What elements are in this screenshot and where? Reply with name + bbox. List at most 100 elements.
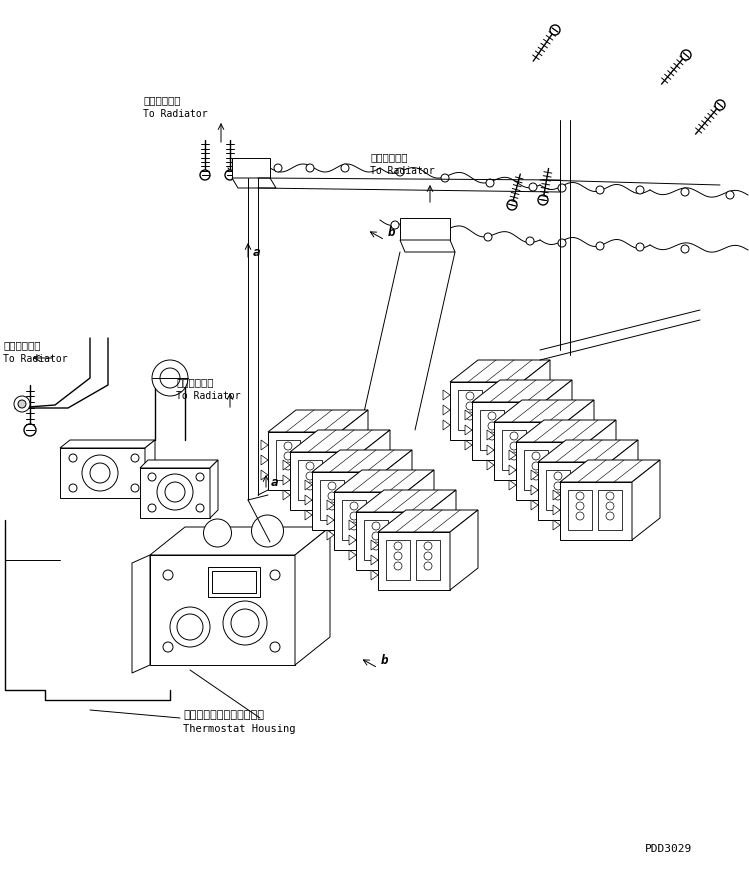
Circle shape bbox=[576, 492, 584, 500]
Polygon shape bbox=[509, 450, 516, 460]
Polygon shape bbox=[472, 380, 572, 402]
Polygon shape bbox=[553, 505, 560, 515]
Circle shape bbox=[486, 179, 494, 187]
Polygon shape bbox=[132, 555, 150, 673]
Bar bbox=[576, 470, 600, 510]
Bar bbox=[306, 440, 330, 480]
Circle shape bbox=[562, 452, 570, 460]
Text: To Radiator: To Radiator bbox=[3, 354, 67, 364]
Circle shape bbox=[306, 472, 314, 480]
Circle shape bbox=[252, 515, 284, 547]
Circle shape bbox=[314, 442, 322, 450]
Circle shape bbox=[358, 482, 366, 490]
Polygon shape bbox=[472, 402, 544, 460]
Circle shape bbox=[510, 432, 518, 440]
Polygon shape bbox=[378, 510, 478, 532]
Bar bbox=[386, 540, 410, 580]
Polygon shape bbox=[428, 490, 456, 570]
Text: a: a bbox=[253, 245, 261, 258]
Circle shape bbox=[466, 402, 474, 410]
Circle shape bbox=[715, 100, 725, 110]
Polygon shape bbox=[487, 445, 494, 455]
Circle shape bbox=[90, 463, 110, 483]
Polygon shape bbox=[312, 472, 384, 530]
Polygon shape bbox=[261, 440, 268, 450]
Bar bbox=[532, 430, 556, 470]
Polygon shape bbox=[268, 432, 340, 490]
Circle shape bbox=[69, 454, 77, 462]
Polygon shape bbox=[531, 500, 538, 510]
Polygon shape bbox=[232, 178, 276, 188]
Circle shape bbox=[510, 452, 518, 460]
Circle shape bbox=[518, 432, 526, 440]
Text: b: b bbox=[381, 655, 389, 668]
Circle shape bbox=[562, 462, 570, 470]
Circle shape bbox=[596, 242, 604, 250]
Circle shape bbox=[532, 452, 540, 460]
Polygon shape bbox=[443, 390, 450, 400]
Polygon shape bbox=[340, 410, 368, 490]
Circle shape bbox=[576, 512, 584, 520]
Bar bbox=[276, 440, 300, 480]
Circle shape bbox=[306, 482, 314, 490]
Bar bbox=[364, 520, 388, 560]
Polygon shape bbox=[327, 515, 334, 525]
Circle shape bbox=[394, 542, 402, 550]
Polygon shape bbox=[327, 530, 334, 540]
Text: To Radiator: To Radiator bbox=[143, 109, 207, 119]
Circle shape bbox=[270, 642, 280, 652]
Circle shape bbox=[496, 392, 504, 400]
Polygon shape bbox=[400, 218, 450, 240]
Polygon shape bbox=[465, 425, 472, 435]
Bar bbox=[458, 390, 482, 430]
Circle shape bbox=[284, 442, 292, 450]
Circle shape bbox=[550, 25, 560, 35]
Polygon shape bbox=[140, 468, 210, 518]
Circle shape bbox=[402, 542, 410, 550]
Polygon shape bbox=[60, 440, 155, 448]
Circle shape bbox=[165, 482, 185, 502]
Polygon shape bbox=[290, 452, 362, 510]
Circle shape bbox=[636, 243, 644, 251]
Circle shape bbox=[441, 174, 449, 182]
Circle shape bbox=[306, 462, 314, 470]
Circle shape bbox=[372, 522, 380, 530]
Polygon shape bbox=[509, 465, 516, 475]
Circle shape bbox=[163, 642, 173, 652]
Polygon shape bbox=[295, 527, 330, 665]
Text: ラジエータへ: ラジエータへ bbox=[370, 152, 407, 162]
Circle shape bbox=[554, 472, 562, 480]
Polygon shape bbox=[494, 400, 594, 422]
Circle shape bbox=[540, 442, 548, 450]
Polygon shape bbox=[450, 360, 550, 382]
Polygon shape bbox=[356, 512, 428, 570]
Polygon shape bbox=[283, 490, 290, 500]
Circle shape bbox=[358, 492, 366, 500]
Circle shape bbox=[596, 186, 604, 194]
Circle shape bbox=[131, 454, 139, 462]
Circle shape bbox=[328, 502, 336, 510]
Polygon shape bbox=[349, 520, 356, 530]
Circle shape bbox=[529, 183, 537, 191]
Circle shape bbox=[284, 462, 292, 470]
Polygon shape bbox=[538, 440, 638, 462]
Bar bbox=[488, 390, 512, 430]
Circle shape bbox=[358, 502, 366, 510]
Polygon shape bbox=[283, 475, 290, 485]
Circle shape bbox=[526, 237, 534, 245]
Circle shape bbox=[148, 504, 156, 512]
Polygon shape bbox=[632, 460, 660, 540]
Circle shape bbox=[532, 462, 540, 470]
Bar bbox=[208, 567, 260, 597]
Polygon shape bbox=[334, 470, 434, 492]
Polygon shape bbox=[509, 480, 516, 490]
Circle shape bbox=[540, 452, 548, 460]
Circle shape bbox=[394, 562, 402, 570]
Circle shape bbox=[466, 412, 474, 420]
Polygon shape bbox=[494, 422, 566, 480]
Circle shape bbox=[306, 164, 314, 172]
Circle shape bbox=[584, 472, 592, 480]
Circle shape bbox=[131, 484, 139, 492]
Circle shape bbox=[510, 442, 518, 450]
Circle shape bbox=[177, 614, 203, 640]
